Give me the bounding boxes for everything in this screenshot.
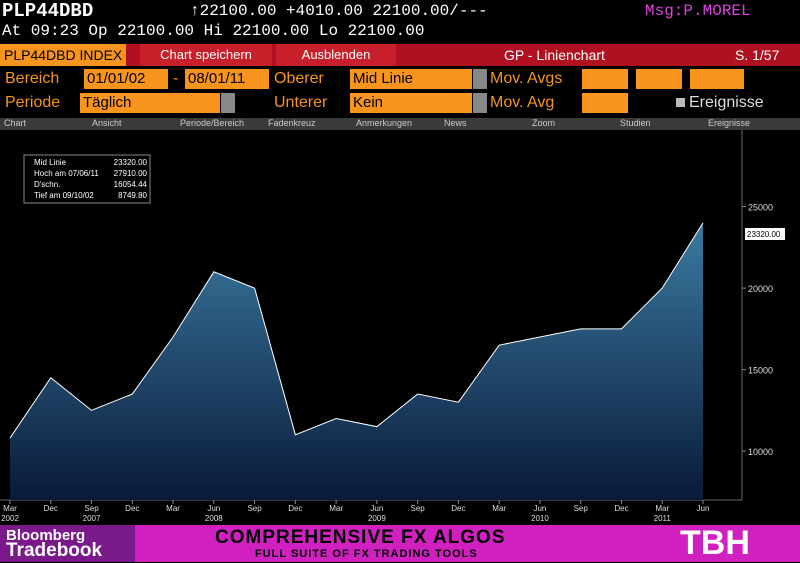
brand: Tradebook — [6, 540, 103, 561]
x-year-label: 2007 — [83, 514, 101, 523]
upper-select[interactable]: Mid Linie — [350, 69, 472, 89]
headline: COMPREHENSIVE FX ALGOS — [215, 527, 506, 548]
x-tick-label: Sep — [247, 504, 262, 513]
x-tick-label: Jun — [207, 504, 220, 513]
input[interactable] — [582, 93, 628, 113]
brand: Bloomberg — [6, 527, 86, 544]
toolbar-item[interactable]: Anmerkungen — [356, 118, 413, 128]
dropdown[interactable] — [221, 93, 235, 113]
x-year-label: 2009 — [368, 514, 386, 523]
x-tick-label: Dec — [288, 504, 302, 513]
x-tick-label: Jun — [533, 504, 546, 513]
legend-label: Hoch am 07/06/11 — [34, 169, 99, 178]
legend-label: Mid Linie — [34, 158, 67, 167]
save-button[interactable]: Chart speichern — [140, 44, 272, 66]
dropdown[interactable] — [473, 69, 487, 89]
x-tick-label: Mar — [329, 504, 343, 513]
y-tick-label: 10000 — [748, 447, 773, 457]
input[interactable] — [690, 69, 744, 89]
checkbox[interactable] — [676, 98, 685, 107]
chart-title: GP - Linienchart — [504, 47, 605, 63]
legend-value: 16054.44 — [114, 180, 148, 189]
ticker: PLP44DBD — [2, 0, 94, 22]
dash: - — [173, 70, 179, 87]
legend-value: 23320.00 — [114, 158, 148, 167]
y-tick-label: 20000 — [748, 284, 773, 294]
hide-button[interactable]: Ausblenden — [276, 44, 396, 66]
x-tick-label: Jun — [370, 504, 383, 513]
dropdown[interactable] — [473, 93, 487, 113]
line — [9, 222, 704, 439]
legend-value: 8749.80 — [118, 191, 147, 200]
period-select[interactable]: Täglich — [80, 93, 220, 113]
x-tick-label: Dec — [44, 504, 58, 513]
start-date[interactable]: 01/01/02 — [84, 69, 168, 89]
toolbar-item[interactable]: Fadenkreuz — [268, 118, 316, 128]
area — [10, 222, 703, 501]
label: Mov. Avg — [490, 94, 555, 111]
quote: ↑22100.00 +4010.00 22100.00/--- — [190, 2, 488, 20]
toolbar-item[interactable]: Ansicht — [92, 118, 122, 128]
toolbar-item[interactable]: News — [444, 118, 467, 128]
quote-line: At 09:23 Op 22100.00 Hi 22100.00 Lo 2210… — [2, 22, 425, 40]
lower-select[interactable]: Kein — [350, 93, 472, 113]
legend-label: Tief am 09/10/02 — [34, 191, 94, 200]
x-tick-label: Mar — [166, 504, 180, 513]
label: Ereignisse — [689, 94, 764, 111]
x-tick-label: Dec — [451, 504, 465, 513]
x-tick-label: Sep — [574, 504, 589, 513]
toolbar-item[interactable]: Chart — [4, 118, 27, 128]
label: Mov. Avgs — [490, 70, 563, 87]
label: Periode — [5, 94, 61, 111]
x-tick-label: Dec — [125, 504, 139, 513]
x-tick-label: Mar — [492, 504, 506, 513]
toolbar-item[interactable]: Zoom — [532, 118, 556, 128]
label: Oberer — [274, 70, 324, 87]
x-tick-label: Mar — [3, 504, 17, 513]
last-value-box — [745, 227, 785, 240]
y-tick-label: 15000 — [748, 366, 773, 376]
legend-value: 27910.00 — [114, 169, 148, 178]
toolbar-item[interactable]: Periode/Bereich — [180, 118, 245, 128]
logo: TBH — [680, 524, 750, 562]
legend-label: D'schn. — [34, 180, 60, 189]
y-tick-label: 25000 — [748, 203, 773, 213]
x-year-label: 2008 — [205, 514, 223, 523]
input[interactable] — [582, 69, 628, 89]
toolbar-item[interactable]: Studien — [620, 118, 651, 128]
x-tick-label: Sep — [84, 504, 99, 513]
toolbar: Chart Ansicht Periode/Bereich Fadenkreuz Anm… — [0, 118, 800, 130]
toolbar-item[interactable]: Ereignisse — [708, 118, 751, 128]
x-tick-label: Jun — [697, 504, 710, 513]
x-tick-label: Mar — [655, 504, 669, 513]
banner-brand — [0, 525, 135, 562]
x-tick-label: Dec — [614, 504, 628, 513]
subline: FULL SUITE OF FX TRADING TOOLS — [255, 548, 478, 560]
input[interactable] — [636, 69, 682, 89]
x-year-label: 2010 — [531, 514, 549, 523]
label: Unterer — [274, 94, 328, 111]
last-value-label: 23320.00 — [747, 230, 781, 239]
legend-box — [23, 154, 151, 204]
index-label: PLP44DBD INDEX — [0, 44, 127, 66]
x-year-label: 2011 — [654, 514, 672, 523]
x-year-label: 2002 — [1, 514, 19, 523]
x-tick-label: Sep — [411, 504, 426, 513]
message: Msg:P.MOREL — [645, 2, 751, 20]
end-date[interactable]: 08/01/11 — [185, 69, 269, 89]
label: Bereich — [5, 70, 60, 87]
page-number: S. 1/57 — [735, 47, 780, 63]
